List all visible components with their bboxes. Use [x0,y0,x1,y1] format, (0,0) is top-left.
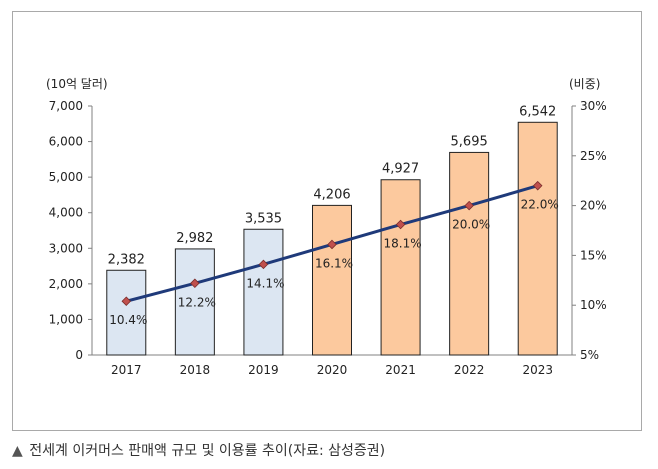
category-label: 2019 [248,363,279,377]
line-value-label: 22.0% [521,198,559,212]
bar-value-label: 5,695 [451,134,488,149]
line-point-2021 [395,219,406,230]
bar-2018 [174,248,215,356]
line-value-label: 18.1% [384,237,422,251]
left-axis-title: (10억 달러) [46,77,108,91]
left-tick-label: 1,000 [49,312,83,326]
figure-caption: ▲ 전세계 이커머스 판매액 규모 및 이용률 추이(자료: 삼성증권) [12,440,385,460]
bar-2017 [106,269,147,356]
category-label: 2018 [180,363,211,377]
bar-value-label: 6,542 [519,104,556,119]
right-tick-label: 25% [580,149,607,163]
line-point-2020 [327,239,337,250]
bar-value-label: 2,382 [108,252,145,267]
left-tick-label: 6,000 [49,135,83,149]
category-label: 2022 [454,363,485,377]
line-value-label: 16.1% [315,256,353,270]
chart-frame: 0 1,000 2,000 3,000 4,000 5,000 6,000 7,000 5% 10… [12,11,642,431]
line-value-label: 12.2% [178,295,216,309]
bar-2020 [312,204,352,356]
category-label: 2020 [317,363,348,377]
right-tick-label: 30% [580,99,607,113]
bar-value-label: 4,206 [313,187,350,202]
right-axis-title: (비중) [569,77,600,91]
bar-2023 [517,121,558,356]
category-label: 2023 [522,363,553,377]
right-tick-label: 15% [580,248,607,262]
left-tick-label: 0 [75,348,83,362]
line-point-2017 [121,296,132,306]
category-label: 2017 [111,363,142,377]
left-tick-label: 7,000 [49,99,83,113]
line-point-2018 [190,278,200,289]
line-point-2023 [532,180,543,191]
ecommerce-chart: 0 1,000 2,000 3,000 4,000 5,000 6,000 7,000 5% 10… [46,77,607,377]
right-tick-label: 5% [580,348,599,362]
right-tick-label: 20% [580,199,607,213]
bar-value-label: 4,927 [382,162,419,177]
bar-2021 [380,179,421,356]
left-tick-label: 4,000 [49,206,83,220]
bar-2019 [243,228,284,356]
line-value-label: 10.4% [109,313,147,327]
category-label: 2021 [385,363,416,377]
line-value-label: 20.0% [452,218,490,232]
right-tick-label: 10% [580,298,607,312]
bar-value-label: 3,535 [245,211,282,226]
line-point-2019 [258,259,269,270]
left-tick-label: 5,000 [49,170,83,184]
left-tick-label: 2,000 [49,277,83,291]
bar-value-label: 2,982 [176,231,213,246]
bar-2022 [449,151,490,356]
caption-text: 전세계 이커머스 판매액 규모 및 이용률 추이(자료: 삼성증권) [29,443,386,459]
line-value-label: 14.1% [246,276,284,290]
triangle-up-icon: ▲ [12,443,23,459]
line-point-2022 [464,200,474,211]
left-tick-label: 3,000 [49,241,83,255]
